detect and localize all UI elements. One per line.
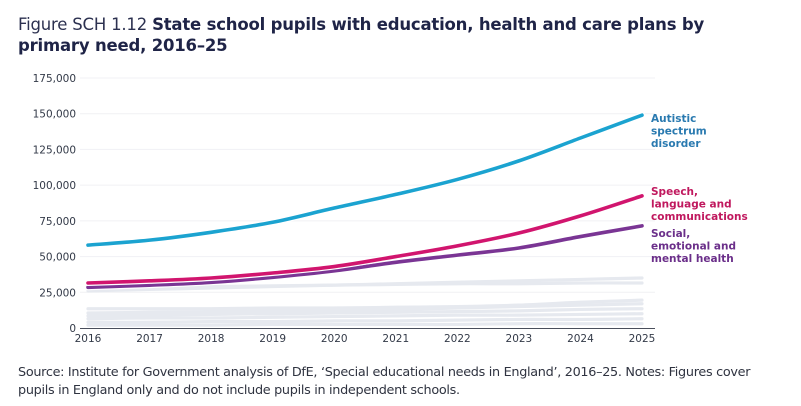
x-tick-label: 2024	[567, 333, 594, 345]
series-label-speech-language-and-communications: Speech, language and communications	[651, 186, 748, 223]
series-label-line: emotional and	[651, 241, 736, 253]
figure-number: Figure SCH 1.12	[18, 15, 148, 34]
series-label-line: spectrum	[651, 126, 707, 138]
series-label-line: communications	[651, 211, 748, 223]
series-label-autistic-spectrum-disorder: Autistic spectrum disorder	[651, 113, 707, 150]
source-note: Source: Institute for Government analysi…	[18, 365, 751, 398]
x-tick-label: 2017	[136, 333, 163, 345]
y-tick-label: 0	[69, 323, 76, 335]
y-tick-label: 125,000	[33, 144, 76, 156]
x-tick-label: 2025	[629, 333, 656, 345]
series-line-other-need-d	[86, 302, 644, 315]
series-label-line: Speech,	[651, 186, 698, 198]
series-line-other-need-b	[86, 276, 644, 293]
series-label-line: Autistic	[651, 113, 696, 125]
y-axis-ticks: 0 25,000 50,000 75,000 100,000 125,000 150,000…	[33, 73, 76, 335]
series-line-speech-language-and-communications	[86, 194, 644, 285]
series-label-social-emotional-and-mental-health: Social, emotional and mental health	[651, 228, 736, 265]
figure-title: Figure SCH 1.12 State school pupils with…	[18, 14, 778, 56]
series-line-other-need-e	[86, 307, 644, 318]
series-line-social-emotional-and-mental-health	[86, 224, 644, 290]
series-label-line: mental health	[651, 253, 734, 265]
x-tick-label: 2018	[198, 333, 225, 345]
series-line-halo	[85, 112, 645, 249]
y-tick-label: 75,000	[39, 216, 76, 228]
series-line-other-need-g	[86, 317, 644, 324]
y-tick-label: 175,000	[33, 73, 76, 85]
x-tick-label: 2016	[75, 333, 102, 345]
y-tick-label: 150,000	[33, 109, 76, 121]
x-tick-label: 2019	[259, 333, 286, 345]
series-label-line: Social,	[651, 228, 690, 240]
x-tick-label: 2022	[444, 333, 471, 345]
x-tick-label: 2021	[382, 333, 409, 345]
y-tick-label: 25,000	[39, 287, 76, 299]
series-label-line: language and	[651, 199, 732, 211]
x-tick-label: 2020	[321, 333, 348, 345]
series-line-other-need-h	[86, 322, 644, 327]
series-line-autistic-spectrum-disorder	[86, 113, 644, 247]
series-lines	[85, 112, 645, 327]
series-line-other-need-f	[86, 312, 644, 321]
gridlines	[80, 77, 655, 293]
x-tick-label: 2023	[506, 333, 533, 345]
y-tick-label: 50,000	[39, 252, 76, 264]
x-axis: 2016 2017 2018 2019 2020 2021 2022 2023 2024 2025	[75, 328, 656, 345]
series-line-other-need-c	[86, 298, 644, 311]
y-tick-label: 100,000	[33, 180, 76, 192]
series-labels: Social, emotional and mental health Speech,…	[651, 113, 748, 265]
series-label-line: disorder	[651, 138, 701, 150]
figure-title-text: State school pupils with education, heal…	[18, 15, 705, 55]
